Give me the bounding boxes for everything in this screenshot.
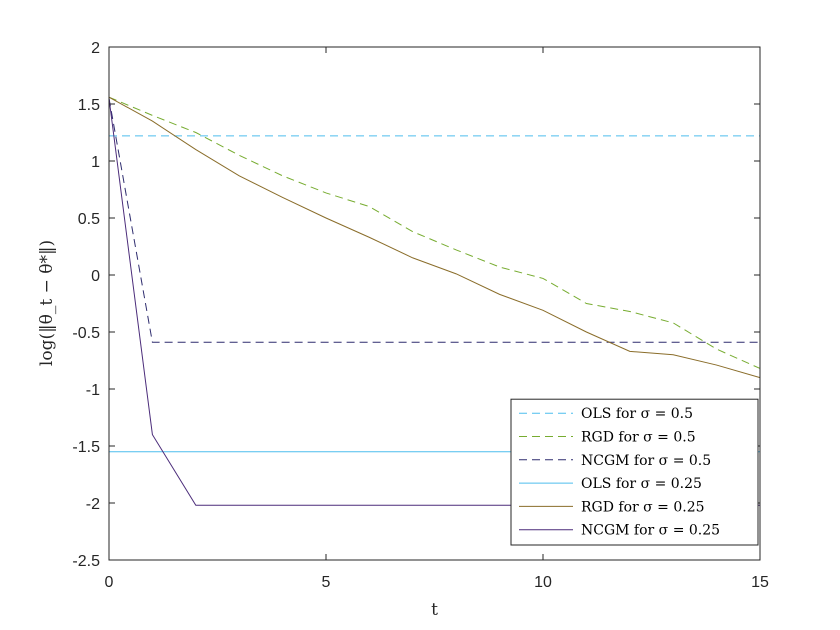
legend-entry-label: NCGM for σ = 0.25 <box>581 523 720 539</box>
series-line-3 <box>108 98 760 343</box>
y-tick-label: -1 <box>86 382 100 399</box>
legend-box <box>510 398 759 546</box>
plot-frame <box>108 46 761 561</box>
x-axis-label: t <box>431 600 438 620</box>
x-tick-label: 15 <box>751 574 769 591</box>
series-line-2 <box>108 96 761 369</box>
y-tick-label: -1.5 <box>72 439 100 456</box>
series-line-6 <box>108 98 760 506</box>
y-tick-label: -0.5 <box>72 325 100 342</box>
y-tick-label: 1 <box>91 154 100 171</box>
legend-entry-label: RGD for σ = 0.25 <box>581 499 705 515</box>
x-tick-label: 10 <box>534 574 552 591</box>
y-tick-label: 2 <box>91 40 100 57</box>
x-tick-label: 5 <box>322 574 331 591</box>
y-tick-label: 0.5 <box>78 211 100 228</box>
x-axis: 0 5 10 15 <box>105 47 769 591</box>
x-tick-label: 0 <box>105 574 114 591</box>
y-axis: -2.5 -2 -1.5 -1 -0.5 0 0.5 1 1.5 2 <box>72 40 760 570</box>
legend-entry-label: NCGM for σ = 0.5 <box>581 453 711 469</box>
y-tick-label: -2.5 <box>72 553 100 570</box>
y-axis-label: log(‖θ_t − θ*‖) <box>37 240 57 366</box>
y-tick-label: -2 <box>86 496 100 513</box>
legend: OLS for σ = 0.5 RGD for σ = 0.5 NCGM for σ… <box>510 398 759 546</box>
legend-entry-label: OLS for σ = 0.25 <box>581 476 702 492</box>
legend-entry-label: RGD for σ = 0.5 <box>581 430 696 446</box>
series-layer <box>108 96 761 506</box>
y-tick-label: 0 <box>91 268 100 285</box>
y-tick-label: 1.5 <box>78 97 100 114</box>
series-line-5 <box>108 96 761 379</box>
legend-entry-label: OLS for σ = 0.5 <box>581 406 693 422</box>
